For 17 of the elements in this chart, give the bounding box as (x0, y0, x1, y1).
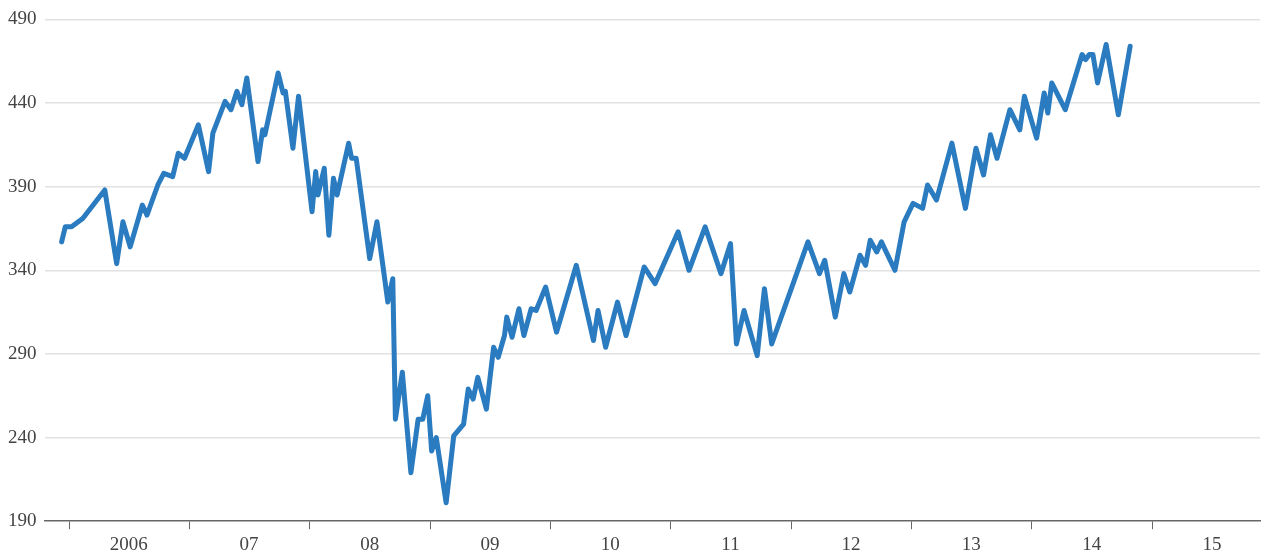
x-tick-label: 07 (239, 532, 259, 554)
y-tick-label: 390 (8, 174, 37, 196)
y-tick-label: 440 (8, 91, 37, 113)
x-tick-label: 2006 (109, 532, 148, 554)
x-tick-label: 11 (721, 532, 740, 554)
x-tick-label: 15 (1202, 532, 1222, 554)
y-tick-label: 290 (8, 341, 37, 363)
y-tick-label: 190 (8, 509, 37, 531)
x-tick-label: 10 (600, 532, 620, 554)
y-tick-label: 240 (8, 425, 37, 447)
x-tick-label: 08 (360, 532, 380, 554)
x-tick-label: 14 (1082, 532, 1102, 554)
y-tick-label: 490 (8, 7, 37, 29)
y-tick-label: 340 (8, 258, 37, 280)
x-tick-label: 13 (961, 532, 981, 554)
x-tick-label: 12 (841, 532, 861, 554)
x-tick-label: 09 (480, 532, 500, 554)
